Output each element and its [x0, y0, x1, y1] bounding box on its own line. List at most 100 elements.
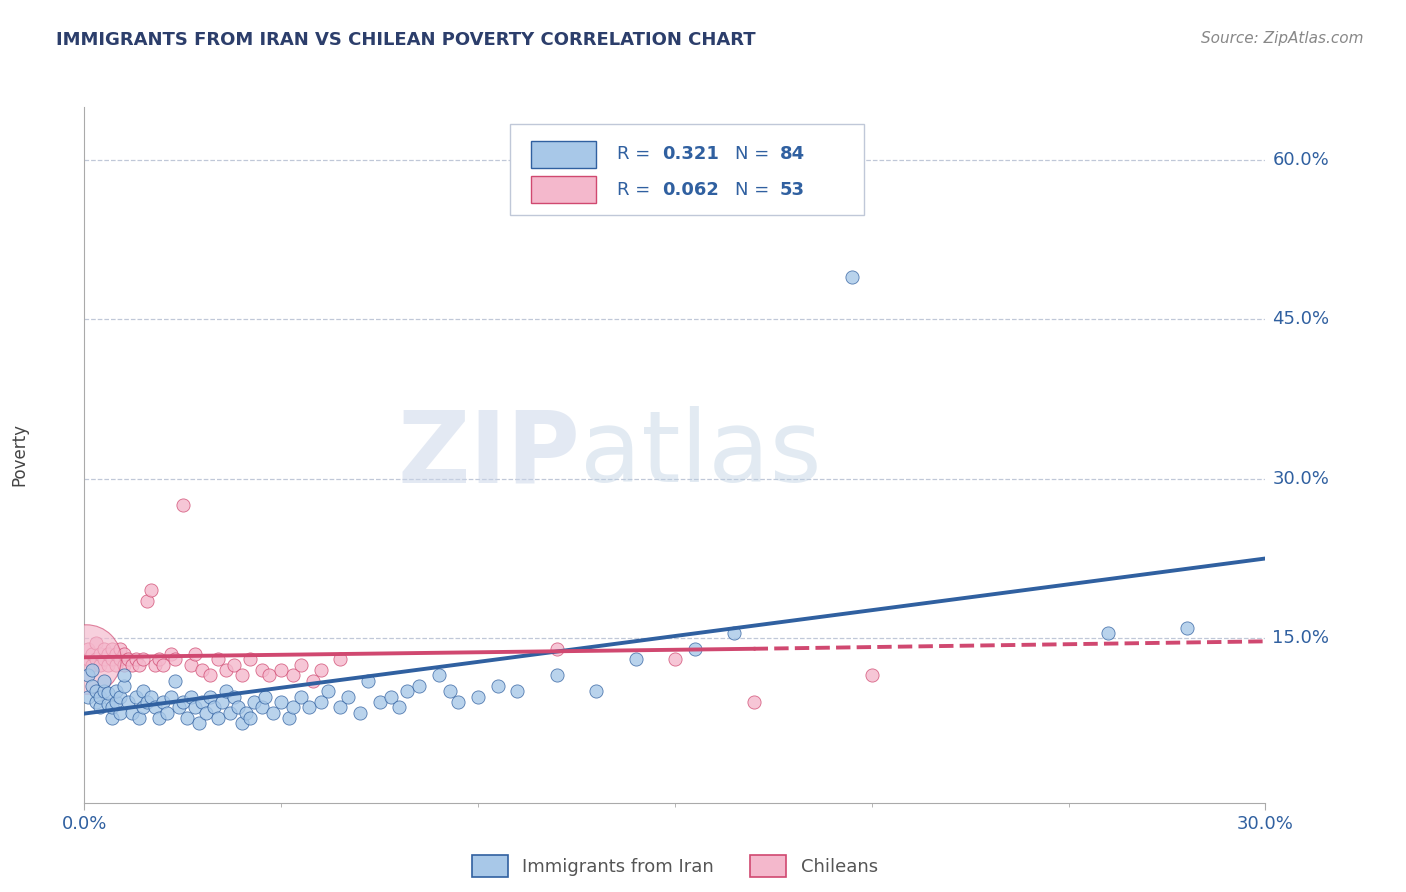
Point: [250, 700, 273, 714]
Point: [148, 711, 170, 725]
Point: [172, 499, 194, 513]
Point: [84, 652, 107, 666]
Point: [84, 684, 107, 698]
Point: [349, 706, 371, 720]
Point: [104, 684, 127, 698]
Text: 53: 53: [780, 180, 806, 199]
Point: [104, 695, 127, 709]
Point: [337, 690, 360, 704]
Point: [101, 711, 124, 725]
Point: [101, 652, 124, 666]
Point: [160, 647, 183, 661]
Point: [250, 663, 273, 677]
Point: [226, 700, 249, 714]
Point: [132, 684, 155, 698]
Text: N =: N =: [735, 180, 775, 199]
Point: [180, 690, 202, 704]
Point: [160, 690, 183, 704]
Text: R =: R =: [617, 180, 657, 199]
Point: [278, 711, 301, 725]
Text: 84: 84: [780, 145, 806, 163]
Point: [104, 647, 127, 661]
Point: [77, 690, 100, 704]
Point: [82, 647, 104, 661]
Point: [75, 652, 97, 666]
Point: [163, 673, 186, 688]
Point: [235, 706, 257, 720]
Point: [108, 652, 131, 666]
Point: [723, 625, 745, 640]
Point: [202, 700, 225, 714]
Point: [97, 686, 120, 700]
Point: [281, 700, 304, 714]
Point: [82, 679, 104, 693]
Point: [152, 657, 174, 672]
Point: [290, 690, 312, 704]
Point: [124, 652, 146, 666]
Point: [309, 663, 332, 677]
Point: [82, 663, 104, 677]
Point: [89, 657, 111, 672]
Point: [683, 641, 706, 656]
Text: 45.0%: 45.0%: [1272, 310, 1330, 328]
Text: R =: R =: [617, 145, 657, 163]
Point: [270, 663, 292, 677]
Point: [183, 647, 205, 661]
Point: [121, 657, 143, 672]
Point: [215, 684, 238, 698]
Point: [290, 657, 312, 672]
Text: atlas: atlas: [581, 407, 823, 503]
Point: [132, 652, 155, 666]
Point: [585, 684, 607, 698]
Point: [368, 695, 391, 709]
Point: [427, 668, 450, 682]
Point: [486, 679, 509, 693]
FancyBboxPatch shape: [531, 177, 596, 202]
Point: [84, 695, 107, 709]
Point: [624, 652, 647, 666]
Point: [97, 697, 120, 711]
Point: [101, 641, 124, 656]
Point: [200, 668, 222, 682]
Point: [664, 652, 686, 666]
Text: ZIP: ZIP: [398, 407, 581, 503]
Point: [219, 706, 242, 720]
Point: [742, 695, 765, 709]
Point: [1175, 621, 1198, 635]
Point: [546, 641, 568, 656]
Point: [128, 657, 150, 672]
Point: [156, 706, 179, 720]
Text: 0.062: 0.062: [662, 180, 718, 199]
Point: [141, 690, 163, 704]
Point: [329, 652, 352, 666]
Point: [136, 594, 159, 608]
Point: [163, 652, 186, 666]
Text: 15.0%: 15.0%: [1272, 629, 1330, 648]
Point: [104, 657, 127, 672]
Point: [262, 706, 284, 720]
Point: [281, 668, 304, 682]
Point: [396, 684, 419, 698]
Point: [222, 690, 245, 704]
Point: [172, 695, 194, 709]
Point: [301, 673, 323, 688]
Point: [141, 583, 163, 598]
Point: [97, 647, 120, 661]
FancyBboxPatch shape: [531, 141, 596, 168]
Point: [231, 668, 253, 682]
Text: N =: N =: [735, 145, 775, 163]
Point: [215, 663, 238, 677]
Point: [112, 647, 135, 661]
Text: 30.0%: 30.0%: [1272, 470, 1329, 488]
Point: [101, 700, 124, 714]
Point: [183, 700, 205, 714]
Text: 60.0%: 60.0%: [1272, 151, 1329, 169]
Text: IMMIGRANTS FROM IRAN VS CHILEAN POVERTY CORRELATION CHART: IMMIGRANTS FROM IRAN VS CHILEAN POVERTY …: [56, 31, 756, 49]
Point: [439, 684, 461, 698]
Point: [89, 690, 111, 704]
Point: [231, 716, 253, 731]
Point: [89, 700, 111, 714]
Point: [860, 668, 883, 682]
Point: [447, 695, 470, 709]
Point: [242, 695, 264, 709]
